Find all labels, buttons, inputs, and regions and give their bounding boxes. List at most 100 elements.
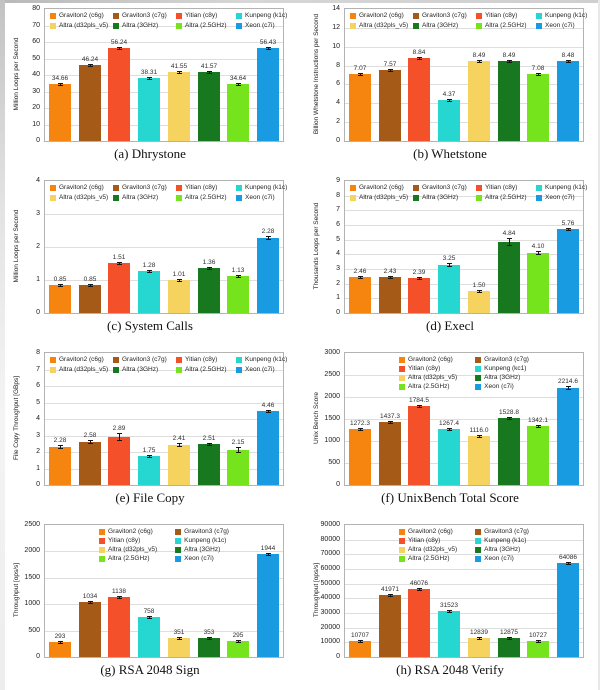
bar-value-label: 1.50 — [472, 281, 486, 289]
bar-value-label: 2.51 — [202, 434, 216, 442]
legend-item: Xeon (c7i) — [475, 383, 529, 390]
legend-item: Yitian (c8y) — [399, 537, 457, 544]
legend-label: Yitian (c8y) — [185, 12, 218, 19]
legend-label: Graviton2 (c6g) — [359, 12, 404, 19]
y-axis-label: Throughput [ops/s] — [313, 562, 321, 618]
bar-Yitian (c8y) — [408, 278, 430, 313]
gridline — [345, 613, 583, 614]
error-bar — [536, 250, 541, 256]
legend-swatch-icon — [176, 22, 182, 29]
plot-area: 34.66 46.24 56.24 38.31 41.55 41.57 34.64 56.43… — [44, 8, 288, 142]
error-bar — [147, 269, 152, 273]
y-tick-label: 1500 — [324, 415, 340, 422]
chart-caption: (a) Dhrystone — [114, 146, 186, 161]
legend-label: Altra (2.5GHz) — [185, 22, 227, 29]
bar-Altra (d32pls_v5) — [468, 638, 490, 657]
gridline — [45, 630, 283, 632]
y-tick-label: 5 — [36, 398, 40, 406]
bar-value-label: 4.46 — [261, 401, 275, 409]
y-tick-label: 8 — [336, 191, 340, 199]
gridline — [45, 108, 283, 109]
legend-swatch-icon — [175, 537, 182, 544]
y-axis-label: Thousands Loops per Second — [313, 202, 321, 290]
bar-Graviton3 (c7g) — [379, 422, 401, 485]
legend-item: Graviton2 (c6g) — [399, 528, 457, 535]
legend-label: Altra (3GHz) — [422, 22, 459, 29]
legend-swatch-icon — [476, 22, 482, 29]
gridline — [345, 239, 583, 241]
legend-item: Yitian (c8y) — [399, 365, 457, 372]
bar-value-label: 4.84 — [502, 229, 516, 237]
bar-Graviton3 (c7g) — [379, 277, 401, 313]
legend-label: Kunpeng (k1c) — [245, 12, 288, 19]
chart-panel-rsa-sign: Throughput [ops/s] 293 1034 1138 758 351 353 2… — [0, 516, 300, 688]
error-bar — [536, 424, 541, 428]
legend-label: Yitian (c8y) — [485, 12, 518, 19]
bar-Yitian (c8y) — [108, 597, 130, 657]
bar-value-label: 2214.6 — [558, 378, 578, 386]
legend-item: Kunpeng (k1c) — [236, 184, 288, 191]
legend-swatch-icon — [399, 555, 406, 562]
legend-swatch-icon — [50, 184, 56, 191]
error-bar — [566, 386, 571, 390]
y-tick-label: 3 — [36, 210, 40, 217]
legend-item: Altra (3GHz) — [475, 374, 529, 381]
bar-Xeon (c7i) — [257, 411, 279, 485]
plot-area: 7.07 7.57 8.84 4.37 8.49 8.49 7.08 8.48 Graviton… — [344, 8, 587, 142]
legend-label: Xeon (c7i) — [484, 555, 514, 562]
legend-swatch-icon — [176, 366, 182, 373]
legend-item: Altra (d32pls_v5) — [350, 22, 413, 29]
legend-item: Kunpeng (k1c) — [236, 12, 288, 19]
y-tick-label: 7 — [336, 206, 340, 214]
legend: Graviton2 (c6g) Graviton3 (c7g) Yitian (c8… — [50, 12, 288, 29]
legend-item: Altra (3GHz) — [475, 546, 529, 553]
legend-label: Xeon (c7i) — [245, 366, 275, 373]
bar-Altra (2.5GHz) — [527, 426, 549, 485]
legend-item: Altra (2.5GHz) — [476, 22, 536, 29]
legend-item: Altra (3GHz) — [113, 194, 176, 201]
legend-swatch-icon — [99, 537, 106, 544]
y-tick-label: 0 — [336, 481, 340, 488]
bar-Yitian (c8y) — [108, 48, 130, 141]
error-bar — [117, 432, 122, 442]
bar-Altra (d32pls_v5) — [468, 436, 490, 485]
bar-value-label: 41.55 — [170, 62, 188, 70]
chart-caption: (b) Whetstone — [413, 146, 487, 161]
legend-label: Altra (2.5GHz) — [408, 555, 450, 562]
gridline — [45, 247, 283, 248]
y-tick-label: 1000 — [24, 600, 40, 608]
legend-swatch-icon — [113, 22, 119, 29]
y-tick-label: 1 — [36, 276, 40, 283]
legend-label: Kunpeng (k1c) — [245, 184, 288, 191]
gridline — [345, 554, 583, 556]
chart-caption: (f) UnixBench Total Score — [381, 490, 519, 505]
y-tick-label: 90000 — [320, 521, 340, 528]
y-tick-label: 0 — [336, 309, 340, 316]
legend-item: Graviton3 (c7g) — [113, 184, 176, 191]
error-bar — [507, 59, 512, 63]
bar-value-label: 1528.8 — [499, 408, 519, 416]
error-bar — [358, 639, 363, 643]
legend-swatch-icon — [99, 528, 106, 535]
bar-Graviton2 (c6g) — [49, 285, 71, 313]
y-tick-label: 3000 — [324, 349, 340, 356]
y-tick-label: 6 — [36, 382, 40, 389]
error-bar — [88, 63, 93, 67]
legend-label: Xeon (c7i) — [545, 194, 575, 201]
bar-value-label: 4.37 — [442, 90, 456, 98]
error-bar — [566, 59, 571, 63]
legend-swatch-icon — [350, 184, 356, 191]
bar-value-label: 56.43 — [259, 38, 277, 46]
chart-panel-rsa-verify: Throughput [ops/s] 10707 41971 46076 31523 1… — [300, 516, 600, 688]
bar-value-label: 1.36 — [202, 258, 216, 266]
bar-Graviton3 (c7g) — [79, 442, 101, 485]
gridline — [45, 452, 283, 453]
legend-label: Xeon (c7i) — [184, 555, 214, 562]
chart-panel-system-calls: Million Loops per Second 0.85 0.85 1.51 1.2… — [0, 172, 300, 344]
legend-item: Altra (3GHz) — [175, 546, 229, 553]
gridline — [45, 419, 283, 420]
legend-item: Xeon (c7i) — [475, 555, 529, 562]
bar-Xeon (c7i) — [257, 48, 279, 141]
y-tick-label: 80000 — [320, 535, 340, 543]
legend-label: Graviton3 (c7g) — [122, 184, 167, 191]
